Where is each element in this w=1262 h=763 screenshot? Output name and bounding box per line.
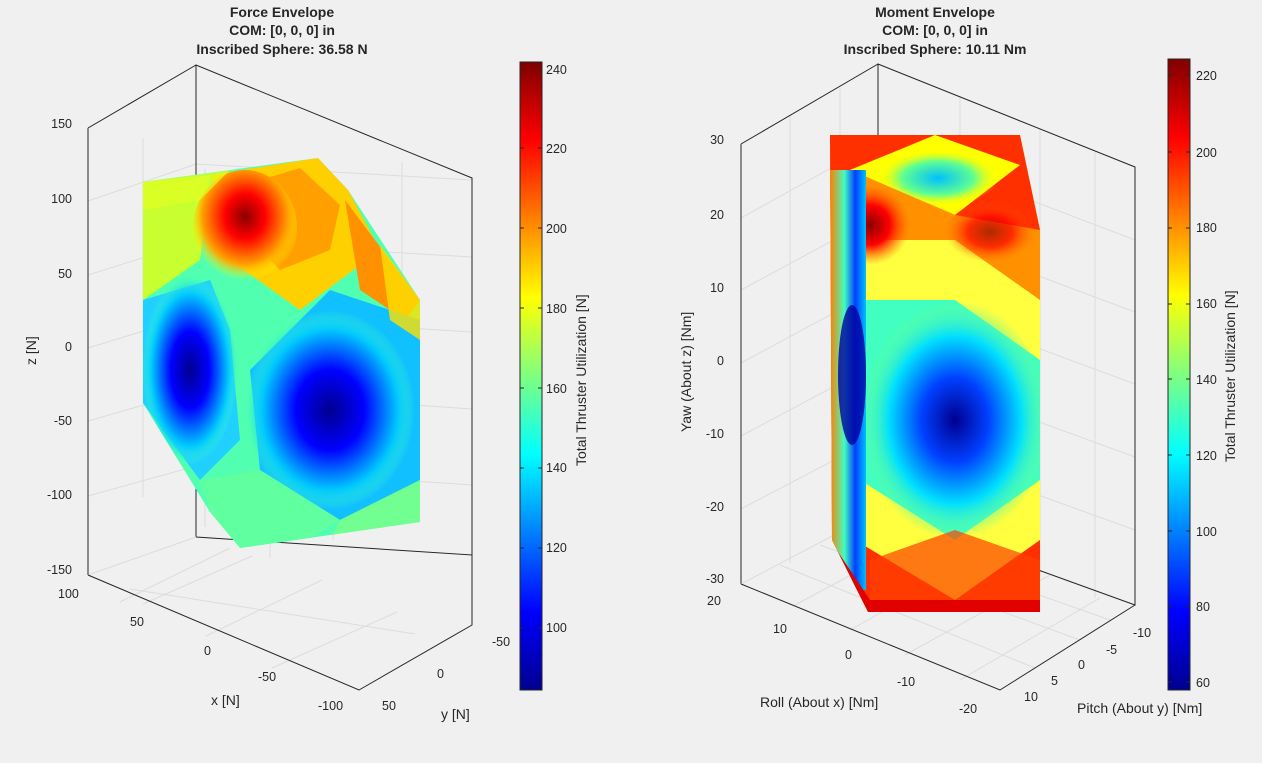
- moment-z-ticks: 30 20 10 0 -10 -20 -30: [706, 133, 724, 586]
- z-tick-label: 0: [65, 340, 72, 354]
- force-envelope-axes: 150 100 50 0 -50 -100 -150 100 50 0 -50 …: [23, 4, 589, 722]
- z-tick-label: -20: [706, 500, 724, 514]
- colorbar-tick-label: 140: [1196, 373, 1217, 387]
- moment-title: Moment Envelope COM: [0, 0, 0] in Inscri…: [844, 4, 1027, 57]
- colorbar-tick-label: 160: [546, 382, 567, 396]
- y-tick-label: 5: [1051, 674, 1058, 688]
- x-tick-label: 100: [58, 587, 79, 601]
- title-line: Inscribed Sphere: 36.58 N: [196, 41, 367, 57]
- z-tick-label: -50: [54, 414, 72, 428]
- colorbar-gradient: [519, 61, 543, 691]
- x-tick-label: -10: [897, 675, 915, 689]
- colorbar-tick-label: 60: [1196, 676, 1210, 690]
- x-tick-label: 10: [773, 622, 787, 636]
- z-tick-label: 100: [51, 192, 72, 206]
- colorbar-tick-label: 160: [1196, 297, 1217, 311]
- force-y-ticks: -50 0 50: [382, 635, 510, 713]
- x-tick-label: -20: [959, 702, 977, 716]
- force-x-ticks: 100 50 0 -50 -100: [58, 587, 343, 713]
- title-line: COM: [0, 0, 0] in: [229, 22, 335, 38]
- force-z-ticks: 150 100 50 0 -50 -100 -150: [47, 117, 72, 577]
- colorbar-label: Total Thruster Utilization [N]: [1222, 290, 1238, 462]
- moment-y-ticks: -10 -5 0 5 10: [1024, 626, 1151, 704]
- y-tick-label: -5: [1106, 643, 1117, 657]
- z-tick-label: 10: [710, 281, 724, 295]
- grid-floor: [87, 536, 473, 691]
- colorbar-label: Total Thruster Utilization [N]: [573, 294, 589, 466]
- title-line: Inscribed Sphere: 10.11 Nm: [844, 41, 1027, 57]
- moment-colorbar: 220 200 180 160 140 120 100 80 60 Total …: [1167, 58, 1238, 691]
- colorbar-gradient: [1167, 58, 1191, 691]
- moment-envelope-axes: 30 20 10 0 -10 -20 -30 20 10 0 -10 -20 -…: [678, 4, 1238, 716]
- title-line: Force Envelope: [230, 4, 334, 20]
- y-axis-label: y [N]: [441, 706, 470, 722]
- z-tick-label: 150: [51, 117, 72, 131]
- y-axis-label: Pitch (About y) [Nm]: [1077, 700, 1202, 716]
- z-tick-label: 50: [58, 267, 72, 281]
- colorbar-tick-label: 180: [546, 302, 567, 316]
- x-tick-label: -100: [318, 699, 343, 713]
- y-tick-label: -10: [1133, 626, 1151, 640]
- y-tick-label: 0: [1078, 658, 1085, 672]
- x-tick-label: 0: [845, 648, 852, 662]
- z-axis-label: z [N]: [23, 336, 39, 365]
- x-tick-label: 50: [130, 615, 144, 629]
- z-tick-label: -100: [47, 488, 72, 502]
- colorbar-tick-label: 220: [1196, 69, 1217, 83]
- colorbar-tick-label: 140: [546, 461, 567, 475]
- z-axis-label: Yaw (About z) [Nm]: [678, 312, 694, 432]
- x-tick-label: 0: [204, 644, 211, 658]
- force-title: Force Envelope COM: [0, 0, 0] in Inscrib…: [196, 4, 367, 57]
- title-line: COM: [0, 0, 0] in: [882, 22, 988, 38]
- x-axis-label: x [N]: [211, 692, 240, 708]
- z-tick-label: 30: [710, 133, 724, 147]
- z-tick-label: 20: [710, 208, 724, 222]
- colorbar-tick-label: 220: [546, 142, 567, 156]
- y-tick-label: 10: [1024, 690, 1038, 704]
- moment-x-ticks: 20 10 0 -10 -20: [707, 594, 977, 716]
- z-tick-label: -150: [47, 563, 72, 577]
- colorbar-tick-label: 80: [1196, 600, 1210, 614]
- colorbar-tick-label: 200: [546, 222, 567, 236]
- colorbar-tick-label: 120: [546, 541, 567, 555]
- moment-envelope-surface: [830, 135, 1040, 612]
- force-envelope-surface: [143, 158, 420, 548]
- colorbar-tick-label: 200: [1196, 146, 1217, 160]
- force-colorbar: 240 220 200 180 160 140 120 100 Total Th…: [519, 61, 589, 691]
- colorbar-tick-label: 100: [546, 621, 567, 635]
- title-line: Moment Envelope: [875, 4, 995, 20]
- y-tick-label: -50: [492, 635, 510, 649]
- colorbar-tick-label: 120: [1196, 449, 1217, 463]
- y-tick-label: 0: [437, 667, 444, 681]
- z-tick-label: -10: [706, 427, 724, 441]
- z-tick-label: -30: [706, 572, 724, 586]
- z-tick-label: 0: [717, 354, 724, 368]
- colorbar-ticks: 240 220 200 180 160 140 120 100: [520, 63, 567, 635]
- y-tick-label: 50: [382, 699, 396, 713]
- x-tick-label: -50: [258, 670, 276, 684]
- colorbar-tick-label: 240: [546, 63, 567, 77]
- x-axis-label: Roll (About x) [Nm]: [760, 694, 878, 710]
- colorbar-tick-label: 180: [1196, 221, 1217, 235]
- colorbar-tick-label: 100: [1196, 525, 1217, 539]
- x-tick-label: 20: [707, 594, 721, 608]
